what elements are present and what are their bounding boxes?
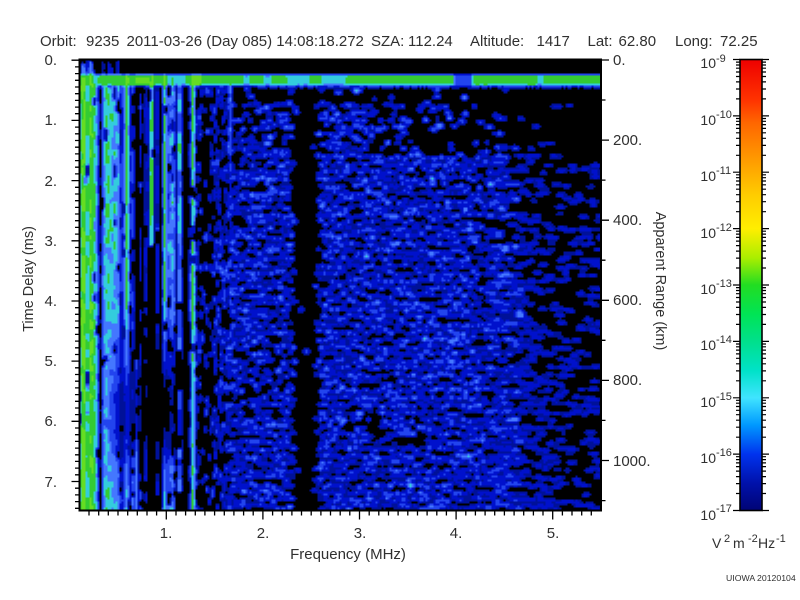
svg-text:10: 10 bbox=[700, 281, 716, 297]
svg-text:SZA:: SZA: bbox=[371, 33, 404, 50]
svg-text:1.: 1. bbox=[160, 525, 173, 542]
svg-text:10: 10 bbox=[700, 55, 716, 71]
svg-text:1000.: 1000. bbox=[613, 453, 651, 470]
svg-text:2011-03-26 (Day 085) 14:08:18.: 2011-03-26 (Day 085) 14:08:18.272 bbox=[127, 33, 364, 50]
svg-text:1417: 1417 bbox=[537, 33, 570, 50]
svg-text:Apparent Range (km): Apparent Range (km) bbox=[652, 212, 668, 351]
svg-text:Long:: Long: bbox=[675, 33, 713, 50]
svg-text:72.25: 72.25 bbox=[720, 33, 758, 50]
svg-text:200.: 200. bbox=[613, 132, 642, 149]
svg-text:Hz: Hz bbox=[758, 535, 775, 551]
svg-text:V: V bbox=[712, 535, 722, 551]
svg-text:4.: 4. bbox=[44, 293, 57, 310]
svg-text:5.: 5. bbox=[44, 353, 57, 370]
svg-text:0.: 0. bbox=[613, 52, 626, 69]
svg-text:m: m bbox=[733, 535, 745, 551]
svg-text:10: 10 bbox=[700, 394, 716, 410]
svg-text:-14: -14 bbox=[716, 334, 732, 346]
svg-text:-17: -17 bbox=[716, 503, 732, 515]
svg-text:-11: -11 bbox=[716, 165, 731, 177]
svg-text:-15: -15 bbox=[716, 391, 732, 403]
svg-text:10: 10 bbox=[700, 225, 716, 241]
svg-text:2.: 2. bbox=[44, 173, 57, 190]
svg-text:600.: 600. bbox=[613, 292, 642, 309]
svg-text:2.: 2. bbox=[257, 525, 270, 542]
svg-text:Lat:: Lat: bbox=[588, 33, 613, 50]
svg-text:10: 10 bbox=[700, 112, 716, 128]
svg-text:Altitude:: Altitude: bbox=[470, 33, 524, 50]
svg-text:UIOWA 20120104: UIOWA 20120104 bbox=[726, 573, 796, 583]
svg-text:3.: 3. bbox=[354, 525, 367, 542]
svg-text:0.: 0. bbox=[44, 52, 57, 69]
svg-text:5.: 5. bbox=[547, 525, 560, 542]
svg-text:3.: 3. bbox=[44, 233, 57, 250]
svg-text:2: 2 bbox=[724, 533, 730, 545]
svg-text:10: 10 bbox=[700, 337, 716, 353]
svg-text:62.80: 62.80 bbox=[619, 33, 657, 50]
svg-text:Orbit:: Orbit: bbox=[40, 33, 77, 50]
svg-text:Time Delay (ms): Time Delay (ms) bbox=[21, 226, 37, 332]
svg-text:-1: -1 bbox=[776, 533, 786, 545]
svg-text:1.: 1. bbox=[44, 112, 57, 129]
svg-text:10: 10 bbox=[700, 507, 716, 523]
svg-text:-2: -2 bbox=[748, 533, 758, 545]
svg-text:6.: 6. bbox=[44, 413, 57, 430]
svg-text:10: 10 bbox=[700, 450, 716, 466]
svg-text:-12: -12 bbox=[716, 222, 732, 234]
svg-text:10: 10 bbox=[700, 168, 716, 184]
svg-text:9235: 9235 bbox=[86, 33, 119, 50]
svg-text:-9: -9 bbox=[716, 53, 726, 65]
svg-text:-10: -10 bbox=[716, 109, 732, 121]
svg-text:400.: 400. bbox=[613, 212, 642, 229]
svg-text:112.24: 112.24 bbox=[408, 33, 453, 50]
svg-text:800.: 800. bbox=[613, 372, 642, 389]
svg-text:-16: -16 bbox=[716, 447, 732, 459]
svg-text:7.: 7. bbox=[44, 474, 57, 491]
svg-text:Frequency (MHz): Frequency (MHz) bbox=[290, 546, 406, 563]
svg-text:-13: -13 bbox=[716, 278, 732, 290]
svg-text:4.: 4. bbox=[450, 525, 463, 542]
